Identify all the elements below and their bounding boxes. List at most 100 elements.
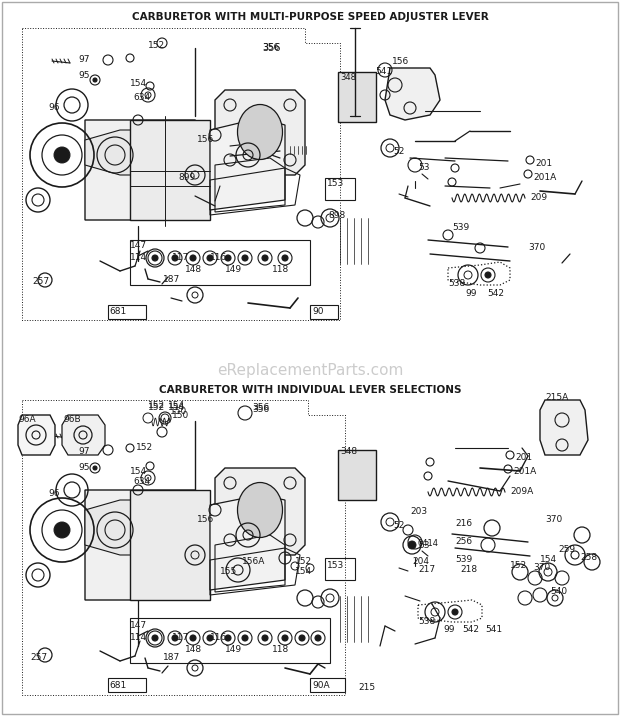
Text: 540: 540 [550, 588, 567, 596]
Polygon shape [85, 120, 210, 220]
Circle shape [262, 255, 268, 261]
Text: 681: 681 [109, 307, 126, 316]
Bar [108, 678, 146, 692]
Text: 99: 99 [443, 626, 454, 634]
Text: 209A: 209A [510, 488, 533, 496]
Bar [325, 178, 355, 200]
Circle shape [190, 635, 196, 641]
Polygon shape [85, 130, 145, 175]
Text: 542: 542 [462, 626, 479, 634]
Text: 150: 150 [170, 407, 187, 417]
Text: 148: 148 [185, 646, 202, 654]
Ellipse shape [237, 105, 283, 160]
Text: 117: 117 [172, 253, 189, 263]
Text: 156A: 156A [242, 558, 265, 566]
Text: 370: 370 [533, 563, 551, 573]
Text: CARBURETOR WITH MULTI-PURPOSE SPEED ADJUSTER LEVER: CARBURETOR WITH MULTI-PURPOSE SPEED ADJU… [131, 12, 489, 22]
Text: 539: 539 [452, 223, 469, 233]
Text: 201A: 201A [533, 173, 556, 181]
Circle shape [408, 541, 416, 549]
Text: 53: 53 [418, 163, 430, 173]
Text: 203: 203 [410, 508, 427, 516]
Text: 215: 215 [358, 684, 375, 692]
Text: 52: 52 [393, 147, 404, 157]
Text: 156: 156 [392, 57, 409, 67]
Text: 114: 114 [130, 253, 147, 263]
Text: 96: 96 [48, 488, 60, 498]
Text: 153: 153 [327, 561, 344, 569]
Text: 538: 538 [448, 279, 465, 288]
Ellipse shape [237, 483, 283, 538]
Text: 187: 187 [163, 276, 180, 284]
Text: 152: 152 [148, 41, 165, 49]
Polygon shape [62, 415, 105, 455]
Text: 114: 114 [130, 634, 147, 642]
Circle shape [152, 255, 158, 261]
Circle shape [299, 635, 305, 641]
Text: 96: 96 [48, 104, 60, 112]
Text: 370: 370 [528, 243, 545, 253]
Bar [130, 618, 330, 663]
Text: 156: 156 [197, 516, 215, 525]
Circle shape [54, 147, 70, 163]
Circle shape [207, 255, 213, 261]
Circle shape [452, 609, 458, 615]
Text: 217: 217 [418, 566, 435, 574]
Text: 634: 634 [133, 94, 150, 102]
Text: 215A: 215A [545, 394, 569, 402]
Text: 154: 154 [130, 79, 147, 87]
Text: 156: 156 [197, 135, 215, 145]
Polygon shape [210, 495, 285, 590]
Text: 154: 154 [168, 400, 185, 410]
Text: 204: 204 [412, 558, 429, 566]
Text: 149: 149 [225, 266, 242, 274]
Text: 150: 150 [172, 410, 189, 420]
Text: 257: 257 [30, 654, 47, 662]
Text: 356: 356 [262, 44, 279, 52]
Bar [310, 678, 345, 692]
Circle shape [282, 255, 288, 261]
Circle shape [93, 466, 97, 470]
Circle shape [190, 255, 196, 261]
Bar [130, 240, 310, 285]
Text: 148: 148 [185, 266, 202, 274]
Polygon shape [130, 490, 210, 600]
Text: 97: 97 [78, 56, 89, 64]
Polygon shape [385, 68, 440, 120]
Text: 152: 152 [148, 404, 165, 412]
Polygon shape [215, 90, 305, 175]
Text: 216: 216 [455, 520, 472, 528]
Text: 118: 118 [272, 646, 290, 654]
Text: 538: 538 [418, 617, 435, 626]
Text: 187: 187 [163, 654, 180, 662]
Text: 95: 95 [78, 70, 89, 79]
Bar [338, 450, 376, 500]
Text: 117: 117 [172, 634, 189, 642]
Text: 96A: 96A [18, 415, 35, 425]
Text: 898: 898 [328, 211, 345, 220]
Text: 90A: 90A [312, 680, 330, 690]
Text: 153: 153 [327, 180, 344, 188]
Text: 152: 152 [295, 558, 312, 566]
Text: 152: 152 [136, 443, 153, 453]
Text: 155: 155 [220, 568, 237, 576]
Polygon shape [85, 490, 210, 600]
Text: 97: 97 [78, 448, 89, 457]
Text: 147: 147 [130, 241, 147, 249]
Text: 118: 118 [272, 266, 290, 274]
Text: 201A: 201A [513, 468, 536, 477]
Polygon shape [18, 415, 55, 455]
Text: 152: 152 [148, 400, 165, 410]
Text: 218: 218 [460, 566, 477, 574]
Circle shape [225, 255, 231, 261]
Text: 149: 149 [225, 646, 242, 654]
Text: 256: 256 [455, 538, 472, 546]
Text: 356: 356 [252, 405, 269, 415]
Circle shape [282, 635, 288, 641]
Text: 209: 209 [530, 193, 547, 203]
Text: 0414: 0414 [418, 538, 439, 548]
Text: 542: 542 [487, 289, 504, 298]
Text: 154: 154 [295, 568, 312, 576]
Text: 154: 154 [540, 556, 557, 564]
Text: 53: 53 [418, 541, 430, 549]
